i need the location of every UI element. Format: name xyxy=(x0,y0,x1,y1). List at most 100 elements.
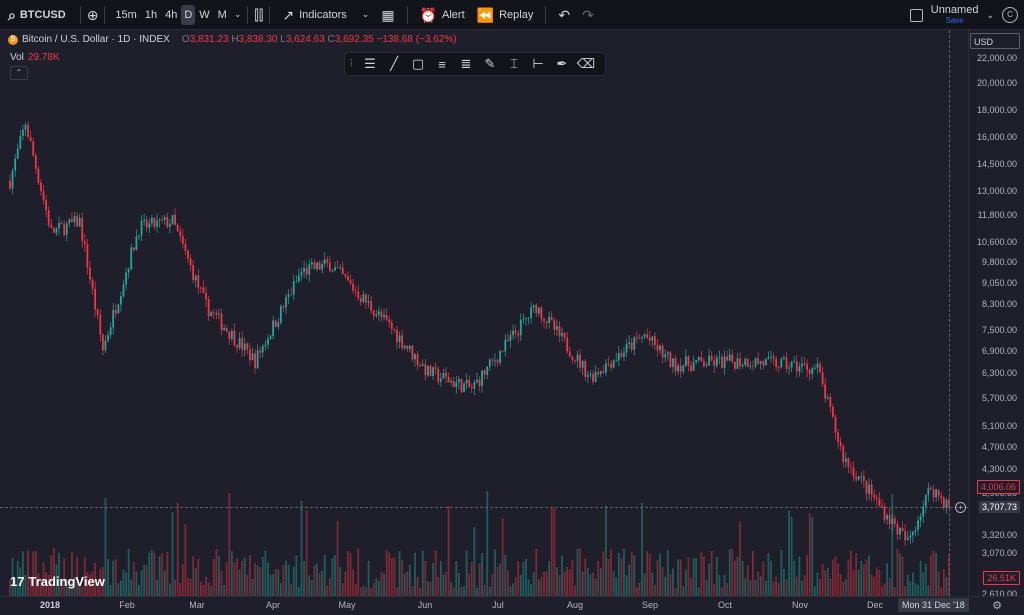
collapse-legend-button[interactable]: ⌃ xyxy=(10,66,28,80)
volume-bars xyxy=(9,490,950,596)
candle-body xyxy=(592,373,594,382)
volume-bar xyxy=(132,562,135,596)
top-toolbar: ⌕ BTCUSD ⊕ 15m 1h 4h D W M ⌄ ⫿⫿ ↗ Indicators … xyxy=(0,0,1024,30)
volume-bar xyxy=(700,552,703,596)
candle-body xyxy=(218,313,220,315)
avatar[interactable]: C xyxy=(1002,7,1018,23)
candle-body xyxy=(463,383,465,393)
fib-icon[interactable]: ≣ xyxy=(460,56,472,71)
time-tick: Nov xyxy=(791,600,809,610)
gear-icon[interactable]: ⚙ xyxy=(992,600,1002,612)
volume-bar xyxy=(682,586,685,596)
rectangle-icon[interactable]: ▢ xyxy=(411,56,425,71)
candle-body xyxy=(664,354,667,358)
candle-body xyxy=(708,355,710,366)
interval-4h[interactable]: 4h xyxy=(165,8,178,21)
candle-body xyxy=(282,306,285,308)
candle-body xyxy=(783,357,785,360)
volume-bar xyxy=(267,562,269,596)
channel-icon[interactable]: ≡ xyxy=(438,56,446,72)
layout-name-button[interactable]: Unnamed Save xyxy=(931,4,979,25)
volume-bar xyxy=(81,586,84,596)
eraser-icon[interactable]: ⌫ xyxy=(576,56,596,71)
series-title: Bitcoin / U.S. Dollar · 1D · INDEX xyxy=(22,34,170,45)
volume-bar xyxy=(615,577,618,596)
chevron-down-icon[interactable]: ⌄ xyxy=(986,9,994,20)
volume-bar xyxy=(602,551,605,596)
volume-bar xyxy=(383,573,385,596)
volume-bar xyxy=(888,577,891,596)
candle-body xyxy=(530,307,532,318)
alert-button[interactable]: ⏰ Alert xyxy=(414,0,471,30)
brush-icon[interactable]: ✎ xyxy=(484,56,496,71)
chart-type-button[interactable]: ⫿⫿ xyxy=(254,0,263,30)
candle-body xyxy=(153,217,156,227)
trend-line-icon[interactable]: ╱ xyxy=(390,56,398,71)
volume-bar xyxy=(328,578,331,596)
volume-bar xyxy=(795,576,798,596)
text-icon[interactable]: ⌶ xyxy=(510,56,518,71)
candle-body xyxy=(205,292,207,300)
volume-bar xyxy=(519,574,522,596)
volume-bar xyxy=(223,585,226,596)
candle-body xyxy=(481,370,483,387)
interval-1h[interactable]: 1h xyxy=(144,8,158,21)
candle-body xyxy=(120,296,122,305)
candle-body xyxy=(225,327,228,332)
pen-icon[interactable]: ✒ xyxy=(556,56,568,71)
layouts-button[interactable]: ▦ xyxy=(375,0,400,30)
volume-bar xyxy=(27,550,29,596)
volume-bar xyxy=(313,565,316,596)
volume-bar xyxy=(527,579,530,596)
volume-bar xyxy=(205,576,207,596)
divider xyxy=(79,5,81,24)
redo-button[interactable]: ↷ xyxy=(576,0,600,30)
high-label: H xyxy=(231,34,239,45)
volume-bar xyxy=(783,568,785,596)
price-tick: 5,100.00 xyxy=(981,421,1017,431)
candle-body xyxy=(45,200,48,211)
compare-button[interactable]: ⊕ xyxy=(87,0,99,30)
candle-body xyxy=(339,267,342,269)
volume-bar xyxy=(896,548,899,596)
price-tick: 9,050.00 xyxy=(981,278,1017,288)
volume-bar xyxy=(442,574,445,596)
volume-bar xyxy=(99,568,102,596)
candle-body xyxy=(171,214,174,225)
candle-body xyxy=(499,351,502,363)
candle-body xyxy=(476,379,478,383)
horizontal-lines-icon[interactable]: ☰ xyxy=(364,56,376,71)
candle-body xyxy=(331,270,334,272)
volume-bar xyxy=(192,556,195,596)
volume-bar xyxy=(537,579,540,596)
add-plus-icon[interactable]: + xyxy=(955,502,966,513)
price-chart[interactable] xyxy=(0,30,968,596)
interval-m[interactable]: M xyxy=(217,8,227,21)
volume-bar xyxy=(659,553,661,596)
volume-bar xyxy=(935,553,938,596)
candle-body xyxy=(207,299,210,317)
replay-button[interactable]: ⏪ Replay xyxy=(471,0,540,30)
interval-w[interactable]: W xyxy=(199,8,210,21)
candle-body xyxy=(839,442,842,446)
undo-button[interactable]: ↶ xyxy=(552,0,576,30)
layout-checkbox[interactable] xyxy=(909,8,923,22)
watermark-text: TradingView xyxy=(28,574,105,589)
candle-body xyxy=(855,476,858,480)
time-axis[interactable]: Mon 31 Dec '18 ⚙ 2018 Feb Mar Apr May Jun Jul A… xyxy=(0,596,1024,615)
volume-bar xyxy=(465,550,468,596)
candle-body xyxy=(419,365,422,366)
interval-d[interactable]: D xyxy=(181,4,196,25)
volume-bar xyxy=(945,576,948,596)
volume-bar xyxy=(225,562,228,596)
interval-15m[interactable]: 15m xyxy=(115,8,137,21)
indicators-button[interactable]: ↗ Indicators ⌄ xyxy=(276,0,375,30)
measure-icon[interactable]: ⊢ xyxy=(532,56,544,71)
chevron-down-icon[interactable]: ⌄ xyxy=(233,9,242,19)
tradingview-logo[interactable]: 17 TradingView xyxy=(10,574,105,589)
candle-body xyxy=(411,345,414,360)
currency-selector[interactable]: USD xyxy=(970,33,1020,49)
drag-handle-icon[interactable]: ⠇ xyxy=(349,58,357,70)
candle-body xyxy=(390,322,393,329)
symbol-search[interactable]: ⌕ BTCUSD xyxy=(0,0,74,30)
